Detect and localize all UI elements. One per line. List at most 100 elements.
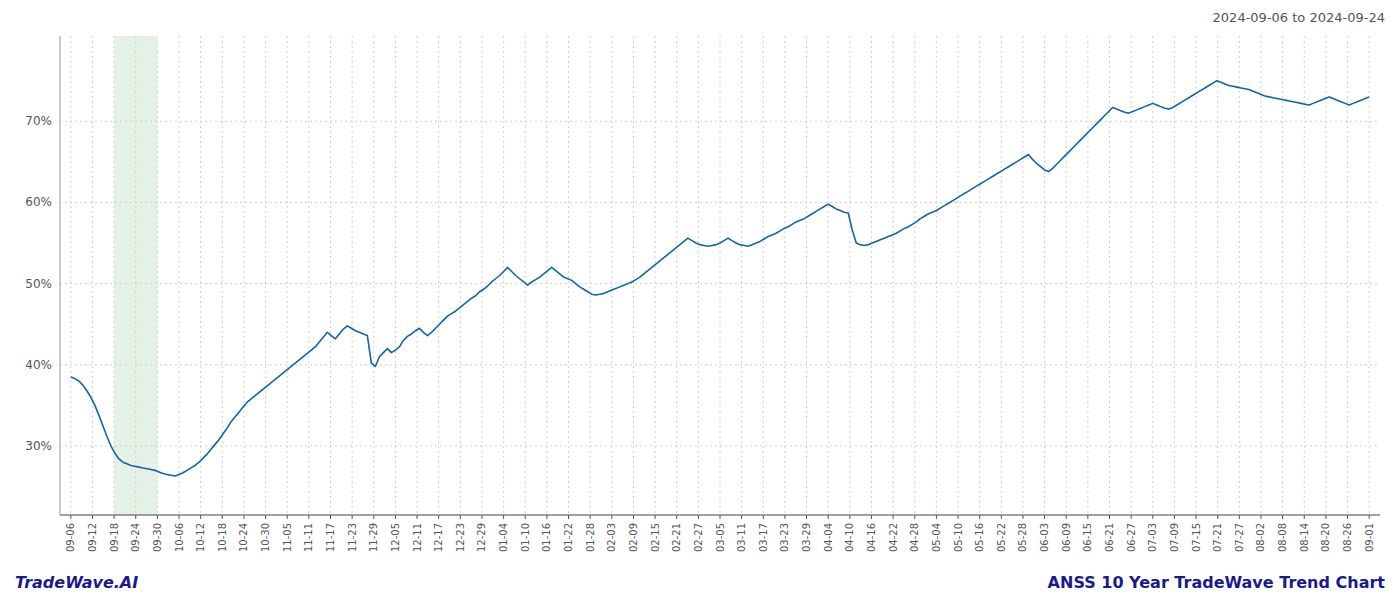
x-grid-line [1325, 36, 1326, 515]
x-grid-line [438, 36, 439, 515]
x-tick-label: 12-11 [412, 523, 423, 552]
x-tick-label: 03-23 [779, 523, 790, 552]
x-tick [936, 515, 937, 519]
x-tick-label: 11-17 [325, 523, 336, 552]
x-tick-label: 07-03 [1147, 523, 1158, 552]
x-tick-label: 07-15 [1191, 523, 1202, 552]
x-grid-line [893, 36, 894, 515]
x-grid-line [1304, 36, 1305, 515]
x-grid-line [1109, 36, 1110, 515]
x-grid-line [1239, 36, 1240, 515]
y-tick-label: 60% [25, 195, 52, 209]
x-tick-label: 08-20 [1320, 523, 1331, 552]
x-grid-line [1260, 36, 1261, 515]
x-tick [611, 515, 612, 519]
x-grid-line [481, 36, 482, 515]
x-grid-line [265, 36, 266, 515]
x-tick [676, 515, 677, 519]
x-tick [828, 515, 829, 519]
x-grid-line [179, 36, 180, 515]
x-tick-label: 06-21 [1104, 523, 1115, 552]
y-grid-line [60, 283, 1380, 284]
x-grid-line [741, 36, 742, 515]
x-tick-label: 04-28 [909, 523, 920, 552]
x-tick-label: 01-28 [585, 523, 596, 552]
x-grid-line [676, 36, 677, 515]
x-grid-line [395, 36, 396, 515]
x-tick-label: 02-21 [671, 523, 682, 552]
x-tick [720, 515, 721, 519]
x-tick [741, 515, 742, 519]
x-grid-line [222, 36, 223, 515]
x-tick-label: 05-04 [931, 523, 942, 552]
x-tick [135, 515, 136, 519]
x-tick-label: 04-16 [866, 523, 877, 552]
x-tick [417, 515, 418, 519]
x-tick [893, 515, 894, 519]
x-grid-line [1282, 36, 1283, 515]
x-tick-label: 06-09 [1061, 523, 1072, 552]
x-tick-label: 09-24 [130, 523, 141, 552]
x-grid-line [763, 36, 764, 515]
x-tick-label: 07-27 [1234, 523, 1245, 552]
x-tick [114, 515, 115, 519]
x-tick [655, 515, 656, 519]
x-grid-line [1001, 36, 1002, 515]
x-tick-label: 10-06 [174, 523, 185, 552]
x-tick [481, 515, 482, 519]
x-grid-line [243, 36, 244, 515]
x-tick [1217, 515, 1218, 519]
x-grid-line [979, 36, 980, 515]
y-axis-line [60, 36, 61, 515]
x-tick [1282, 515, 1283, 519]
x-tick [1001, 515, 1002, 519]
x-tick [1022, 515, 1023, 519]
x-tick [1109, 515, 1110, 519]
chart: 30%40%50%60%70%09-0609-1209-1809-2409-30… [0, 0, 1400, 600]
x-tick [763, 515, 764, 519]
x-tick [92, 515, 93, 519]
x-grid-line [1347, 36, 1348, 515]
x-tick-label: 03-17 [758, 523, 769, 552]
x-grid-line [871, 36, 872, 515]
x-tick [1066, 515, 1067, 519]
x-grid-line [914, 36, 915, 515]
x-grid-line [784, 36, 785, 515]
x-tick [1196, 515, 1197, 519]
x-grid-line [114, 36, 115, 515]
x-tick-label: 05-16 [974, 523, 985, 552]
x-grid-line [633, 36, 634, 515]
x-grid-line [92, 36, 93, 515]
x-grid-line [958, 36, 959, 515]
x-grid-line [568, 36, 569, 515]
x-tick-label: 07-09 [1169, 523, 1180, 552]
x-grid-line [135, 36, 136, 515]
x-grid-line [849, 36, 850, 515]
x-grid-line [1022, 36, 1023, 515]
x-grid-line [1066, 36, 1067, 515]
x-tick [525, 515, 526, 519]
x-grid-line [417, 36, 418, 515]
x-grid-line [1152, 36, 1153, 515]
x-tick-label: 12-17 [433, 523, 444, 552]
x-grid-line [590, 36, 591, 515]
x-tick [1325, 515, 1326, 519]
x-tick-label: 07-21 [1212, 523, 1223, 552]
line [71, 81, 1369, 476]
x-tick-label: 03-11 [736, 523, 747, 552]
x-tick [1239, 515, 1240, 519]
x-grid-line [1174, 36, 1175, 515]
x-tick-label: 04-10 [844, 523, 855, 552]
x-tick-label: 09-12 [87, 523, 98, 552]
series-group [71, 81, 1369, 476]
x-grid-line [352, 36, 353, 515]
x-tick [806, 515, 807, 519]
x-tick [503, 515, 504, 519]
x-tick-label: 08-08 [1277, 523, 1288, 552]
x-grid-line [936, 36, 937, 515]
x-tick-label: 01-22 [563, 523, 574, 552]
x-tick [784, 515, 785, 519]
x-grid-line [1044, 36, 1045, 515]
x-tick-label: 09-30 [152, 523, 163, 552]
x-tick-label: 01-04 [498, 523, 509, 552]
